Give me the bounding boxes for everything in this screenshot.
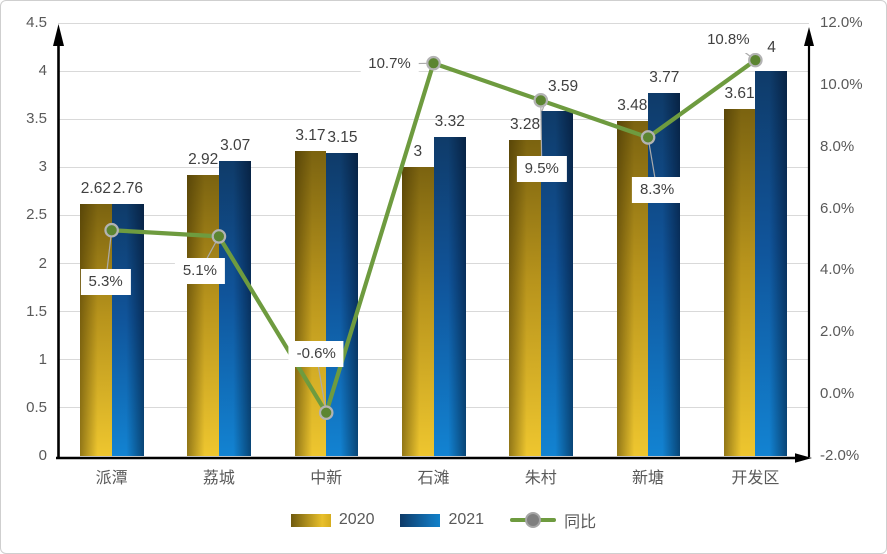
line-value-label: 8.3%	[631, 177, 683, 204]
category-label: 石滩	[417, 470, 450, 487]
right-axis-tick: 6.0%	[820, 199, 855, 217]
bar-value-label: 2.76	[112, 179, 143, 197]
left-axis-tick: 3	[38, 158, 47, 176]
left-axis-tick: 4.5	[26, 14, 47, 31]
category-label: 荔城	[202, 470, 235, 487]
left-axis-tick: 0	[38, 447, 47, 464]
left-axis-tick: 2	[38, 254, 47, 272]
line-value-label: 10.8%	[699, 27, 758, 54]
legend-swatch-2021-icon	[400, 513, 441, 527]
legend-swatch-2020-icon	[290, 513, 331, 527]
right-axis-tick: 4.0%	[820, 261, 855, 279]
bar-2021-开发区	[755, 71, 788, 456]
legend-label: 2021	[448, 511, 485, 528]
bar-value-label: 2.62	[80, 179, 111, 197]
left-axis-tick: 1.5	[26, 302, 47, 320]
bar-value-label: 3.28	[509, 116, 541, 134]
left-axis-tick: 4	[38, 62, 47, 80]
line-value-label: 5.3%	[80, 269, 131, 296]
category-label: 开发区	[731, 470, 780, 487]
right-axis-tick: 12.0%	[820, 14, 863, 31]
bar-value-label: 3	[413, 143, 423, 161]
left-axis-tick: 0.5	[26, 398, 47, 416]
bar-value-label: 3.32	[434, 112, 465, 130]
right-axis-tick: 0.0%	[820, 385, 855, 403]
legend-label: 2020	[338, 511, 375, 528]
bar-value-label: 3.59	[547, 77, 579, 95]
bar-value-label: 3.07	[220, 136, 251, 154]
right-axis-tick: -2.0%	[820, 447, 860, 464]
line-value-label: -0.6%	[288, 340, 344, 367]
gridline	[58, 22, 809, 24]
right-axis-tick: 2.0%	[820, 323, 855, 341]
legend-line-swatch-icon	[510, 512, 557, 528]
legend-item-2020: 2020	[290, 511, 375, 529]
bar-value-label: 3.61	[724, 84, 755, 102]
bar-value-label: 3.15	[327, 128, 358, 146]
category-label: 朱村	[524, 470, 557, 487]
bar-value-label: 3.48	[617, 97, 648, 115]
category-label: 新塘	[632, 470, 665, 487]
legend-item-2021: 2021	[400, 511, 484, 529]
legend-label: 同比	[564, 514, 597, 531]
left-axis-tick: 3.5	[26, 110, 47, 128]
left-axis-tick: 2.5	[26, 206, 47, 224]
left-axis-tick: 1	[38, 350, 47, 368]
legend: 2020 2021 同比	[1, 508, 886, 532]
category-label: 派潭	[95, 470, 128, 487]
legend-item-同比: 同比	[510, 508, 596, 532]
bar-value-label: 2.92	[188, 151, 219, 169]
right-axis-tick: 8.0%	[820, 137, 855, 155]
line-value-label: 5.1%	[174, 258, 226, 285]
line-value-label: 9.5%	[516, 156, 567, 183]
bar-value-label: 3.17	[295, 126, 326, 144]
category-label: 中新	[310, 470, 343, 487]
line-value-label: 10.7%	[360, 51, 419, 78]
right-axis-tick: 10.0%	[820, 75, 863, 93]
bar-value-label: 3.77	[649, 69, 680, 87]
legend-marker-icon	[525, 512, 542, 528]
bar-value-label: 4	[767, 39, 776, 57]
